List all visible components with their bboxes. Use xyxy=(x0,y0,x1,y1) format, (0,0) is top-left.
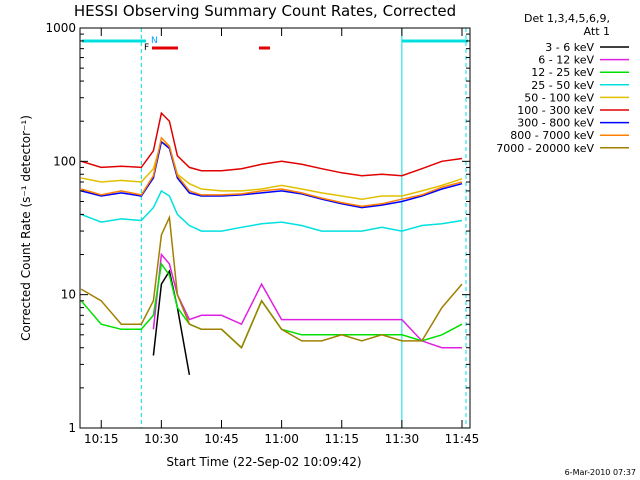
series-line-2 xyxy=(152,252,462,349)
x-axis-label: Start Time (22-Sep-02 10:09:42) xyxy=(166,455,361,469)
series-line-1 xyxy=(152,269,191,376)
y-axis-label: Corrected Count Rate (s⁻¹ detector⁻¹) xyxy=(19,115,33,341)
x-tick-label-6: 11:30 xyxy=(385,432,420,446)
legend-label-5: 50 - 100 keV xyxy=(524,91,594,104)
series-line-9 xyxy=(80,214,463,349)
series-line-6 xyxy=(80,111,463,177)
series-line-5 xyxy=(81,140,463,200)
series-line-3 xyxy=(80,261,463,349)
legend-label-1: 3 - 6 keV xyxy=(545,41,594,54)
series-line-4 xyxy=(80,189,463,232)
x-tick-label-1: 10:15 xyxy=(84,432,119,446)
series-layer xyxy=(80,28,468,428)
series-line-8 xyxy=(80,136,463,208)
legend-header-line2: Att 1 xyxy=(584,25,610,38)
legend-label-6: 100 - 300 keV xyxy=(517,104,594,117)
y-tick-label-4: 1000 xyxy=(45,21,76,35)
flag-label-n: N xyxy=(151,36,158,46)
y-tick-label-3: 100 xyxy=(53,154,76,168)
legend-label-2: 6 - 12 keV xyxy=(538,54,594,67)
flag-label-f: F xyxy=(144,43,149,53)
x-tick-label-7: 11:45 xyxy=(445,432,480,446)
x-tick-label-2: 10:30 xyxy=(144,432,179,446)
y-tick-label-2: 10 xyxy=(61,288,76,302)
legend-label-4: 25 - 50 keV xyxy=(531,79,594,92)
legend-header-line1: Det 1,3,4,5,6,9, xyxy=(524,12,610,25)
chart-title: HESSI Observing Summary Count Rates, Cor… xyxy=(74,2,456,20)
plot-frame xyxy=(79,27,471,429)
axis-ticks: 10:15 10:30 10:45 11:00 11:15 11:30 11:45 1 10 10… xyxy=(45,21,479,446)
series-line-7 xyxy=(81,140,463,209)
y-tick-label-1: 1 xyxy=(68,421,76,435)
legend-label-3: 12 - 25 keV xyxy=(531,66,594,79)
x-tick-label-3: 10:45 xyxy=(204,432,239,446)
x-tick-label-5: 11:15 xyxy=(324,432,359,446)
legend-label-7: 300 - 800 keV xyxy=(517,117,594,130)
legend-label-8: 800 - 7000 keV xyxy=(510,129,594,142)
generation-timestamp: 6-Mar-2010 07:37 xyxy=(565,468,636,477)
x-tick-label-4: 11:00 xyxy=(264,432,299,446)
legend-label-9: 7000 - 20000 keV xyxy=(496,142,594,155)
